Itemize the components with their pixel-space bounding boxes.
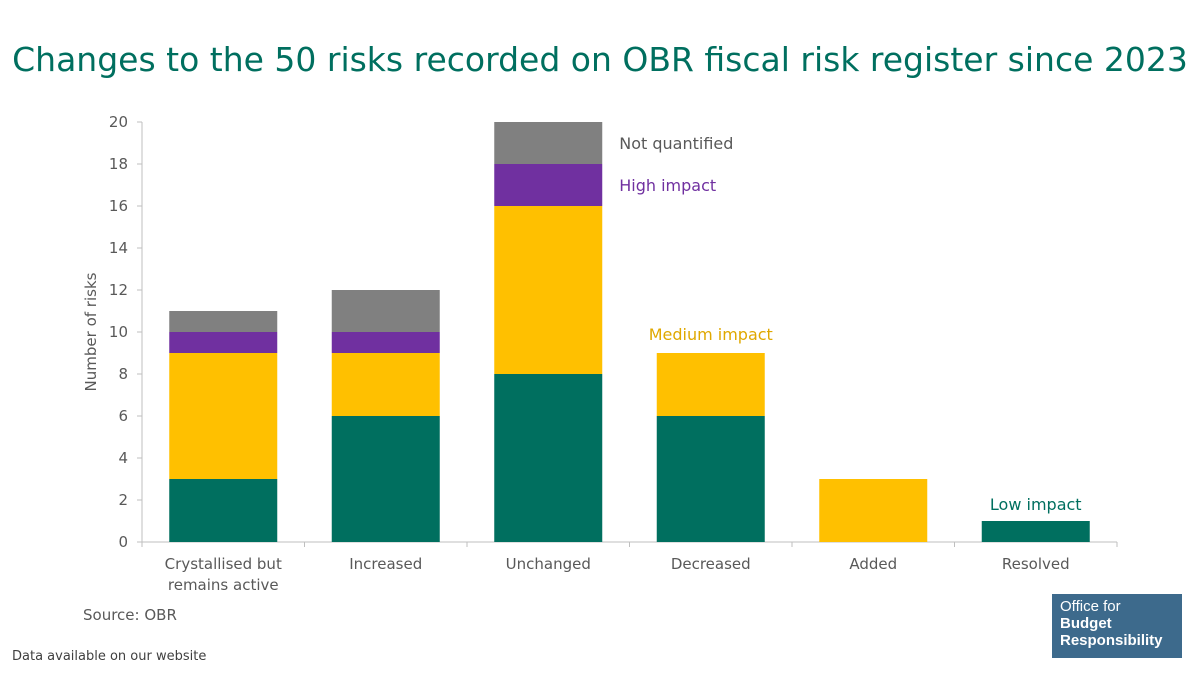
bar-segment-high-impact <box>494 164 603 206</box>
y-tick-label: 0 <box>118 533 128 551</box>
y-tick-label: 18 <box>109 155 128 173</box>
x-category-label: Added <box>849 555 897 573</box>
bar-segment-medium-impact <box>656 353 765 416</box>
bar-segment-medium-impact <box>169 353 278 479</box>
logo-line-2: Budget <box>1060 615 1112 632</box>
y-tick-label: 14 <box>109 239 128 257</box>
y-tick-label: 16 <box>109 197 128 215</box>
series-label: Low impact <box>990 495 1082 514</box>
obr-logo: Office for Budget Responsibility <box>1052 594 1182 658</box>
bar-segment-not-quantified <box>331 290 440 332</box>
y-tick-label: 2 <box>118 491 128 509</box>
bar-segment-medium-impact <box>819 479 928 542</box>
y-tick-label: 6 <box>118 407 128 425</box>
logo-line-3: Responsibility <box>1060 632 1163 649</box>
x-category-label: Resolved <box>1002 555 1070 573</box>
x-category-label: remains active <box>168 576 279 594</box>
x-category-label: Crystallised but <box>165 555 282 573</box>
bar-segment-low-impact <box>981 521 1090 542</box>
bar-segment-low-impact <box>331 416 440 542</box>
bar-segment-high-impact <box>331 332 440 353</box>
series-label: Medium impact <box>649 325 773 344</box>
bar-segment-not-quantified <box>169 311 278 332</box>
x-category-label: Decreased <box>671 555 751 573</box>
y-tick-label: 4 <box>118 449 128 467</box>
y-axis-label: Number of risks <box>82 272 100 391</box>
y-tick-label: 10 <box>109 323 128 341</box>
bar-segment-low-impact <box>169 479 278 542</box>
data-availability-note[interactable]: Data available on our website <box>12 649 207 664</box>
bar-segment-not-quantified <box>494 122 603 164</box>
chart-title: Changes to the 50 risks recorded on OBR … <box>12 40 1188 79</box>
y-tick-label: 12 <box>109 281 128 299</box>
y-tick-label: 20 <box>109 113 128 131</box>
series-label: High impact <box>619 176 716 195</box>
logo-line-1: Office for <box>1060 598 1121 615</box>
source-note: Source: OBR <box>83 606 177 624</box>
bar-segment-high-impact <box>169 332 278 353</box>
series-label: Not quantified <box>619 134 733 153</box>
x-category-label: Unchanged <box>506 555 591 573</box>
bar-segment-low-impact <box>656 416 765 542</box>
bar-segment-medium-impact <box>331 353 440 416</box>
x-category-label: Increased <box>349 555 422 573</box>
bar-segment-medium-impact <box>494 206 603 374</box>
y-tick-label: 8 <box>118 365 128 383</box>
bar-segment-low-impact <box>494 374 603 542</box>
